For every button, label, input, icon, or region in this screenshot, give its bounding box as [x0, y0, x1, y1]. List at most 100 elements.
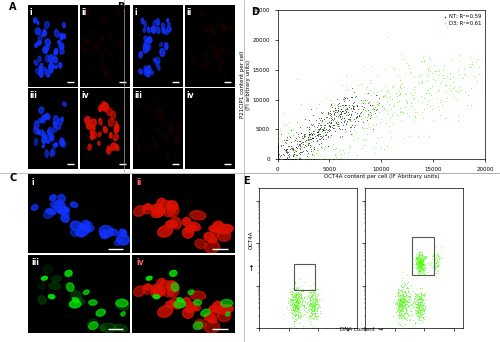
Point [430, 260, 438, 266]
Ellipse shape [145, 284, 151, 290]
Point [295, 314, 303, 319]
D3; R²=0.61 [412, 114, 420, 119]
Point [412, 307, 420, 312]
Point [296, 295, 304, 301]
NT; R²=0.59 [319, 136, 327, 141]
Point [306, 286, 314, 292]
Point [312, 314, 320, 319]
D3; R²=0.61 [298, 143, 306, 148]
Ellipse shape [89, 29, 92, 34]
D3; R²=0.61 [378, 104, 386, 110]
NT; R²=0.59 [313, 124, 321, 129]
NT; R²=0.59 [340, 110, 348, 116]
Ellipse shape [46, 55, 50, 62]
Point [411, 296, 419, 301]
Point [287, 297, 295, 302]
Text: iii: iii [32, 258, 40, 267]
Point [395, 306, 403, 311]
Point [397, 297, 405, 303]
Point [399, 300, 407, 306]
Ellipse shape [54, 116, 58, 123]
Ellipse shape [107, 146, 110, 151]
D3; R²=0.61 [283, 134, 291, 139]
NT; R²=0.59 [336, 127, 344, 132]
D3; R²=0.61 [312, 150, 320, 156]
Point [396, 293, 404, 298]
NT; R²=0.59 [298, 140, 306, 145]
Ellipse shape [147, 38, 149, 42]
Point [398, 306, 406, 311]
Ellipse shape [211, 310, 219, 318]
NT; R²=0.59 [338, 103, 346, 108]
NT; R²=0.59 [274, 144, 281, 149]
Point [310, 306, 318, 312]
Point [412, 309, 420, 315]
Point [416, 257, 424, 263]
NT; R²=0.59 [326, 123, 334, 128]
Point [418, 266, 426, 271]
D3; R²=0.61 [314, 145, 322, 151]
NT; R²=0.59 [286, 156, 294, 162]
Point [398, 299, 406, 304]
Point [394, 292, 402, 297]
Point [418, 261, 426, 266]
D3; R²=0.61 [369, 106, 377, 112]
Ellipse shape [38, 296, 46, 304]
Point [294, 315, 302, 320]
NT; R²=0.59 [359, 119, 367, 125]
Ellipse shape [34, 60, 37, 65]
D3; R²=0.61 [328, 100, 336, 105]
Point [398, 299, 406, 305]
Point [288, 298, 296, 303]
Ellipse shape [152, 204, 165, 215]
D3; R²=0.61 [333, 123, 341, 129]
Point [416, 260, 424, 265]
D3; R²=0.61 [455, 53, 463, 58]
Point [396, 299, 404, 305]
D3; R²=0.61 [426, 90, 434, 96]
NT; R²=0.59 [353, 110, 361, 116]
Point [400, 310, 407, 315]
Point [292, 287, 300, 292]
NT; R²=0.59 [371, 110, 379, 116]
Point [426, 260, 434, 265]
Point [283, 305, 291, 311]
Point [416, 262, 424, 267]
Point [416, 257, 424, 262]
NT; R²=0.59 [296, 130, 304, 136]
Point [418, 252, 426, 258]
Point [412, 301, 420, 306]
D3; R²=0.61 [314, 156, 322, 162]
D3; R²=0.61 [326, 134, 334, 140]
Point [291, 292, 299, 298]
D3; R²=0.61 [366, 78, 374, 83]
Point [418, 291, 426, 297]
Point [310, 307, 318, 313]
NT; R²=0.59 [346, 124, 354, 130]
Point [294, 306, 302, 312]
Point [414, 300, 422, 306]
NT; R²=0.59 [366, 103, 374, 108]
D3; R²=0.61 [364, 113, 372, 118]
D3; R²=0.61 [298, 144, 306, 149]
NT; R²=0.59 [328, 104, 336, 110]
Text: ii: ii [187, 9, 192, 17]
NT; R²=0.59 [337, 116, 345, 121]
Point [401, 281, 409, 287]
Point [404, 320, 412, 326]
NT; R²=0.59 [289, 147, 297, 153]
Point [401, 305, 409, 310]
Point [290, 301, 298, 306]
Ellipse shape [53, 144, 56, 148]
Point [389, 300, 397, 305]
Point [308, 292, 316, 298]
Point [397, 299, 405, 305]
NT; R²=0.59 [300, 133, 308, 139]
NT; R²=0.59 [340, 96, 348, 101]
Point [414, 309, 422, 314]
NT; R²=0.59 [338, 113, 346, 118]
D3; R²=0.61 [378, 116, 386, 122]
NT; R²=0.59 [334, 103, 342, 109]
D3; R²=0.61 [400, 110, 407, 116]
D3; R²=0.61 [274, 150, 281, 155]
